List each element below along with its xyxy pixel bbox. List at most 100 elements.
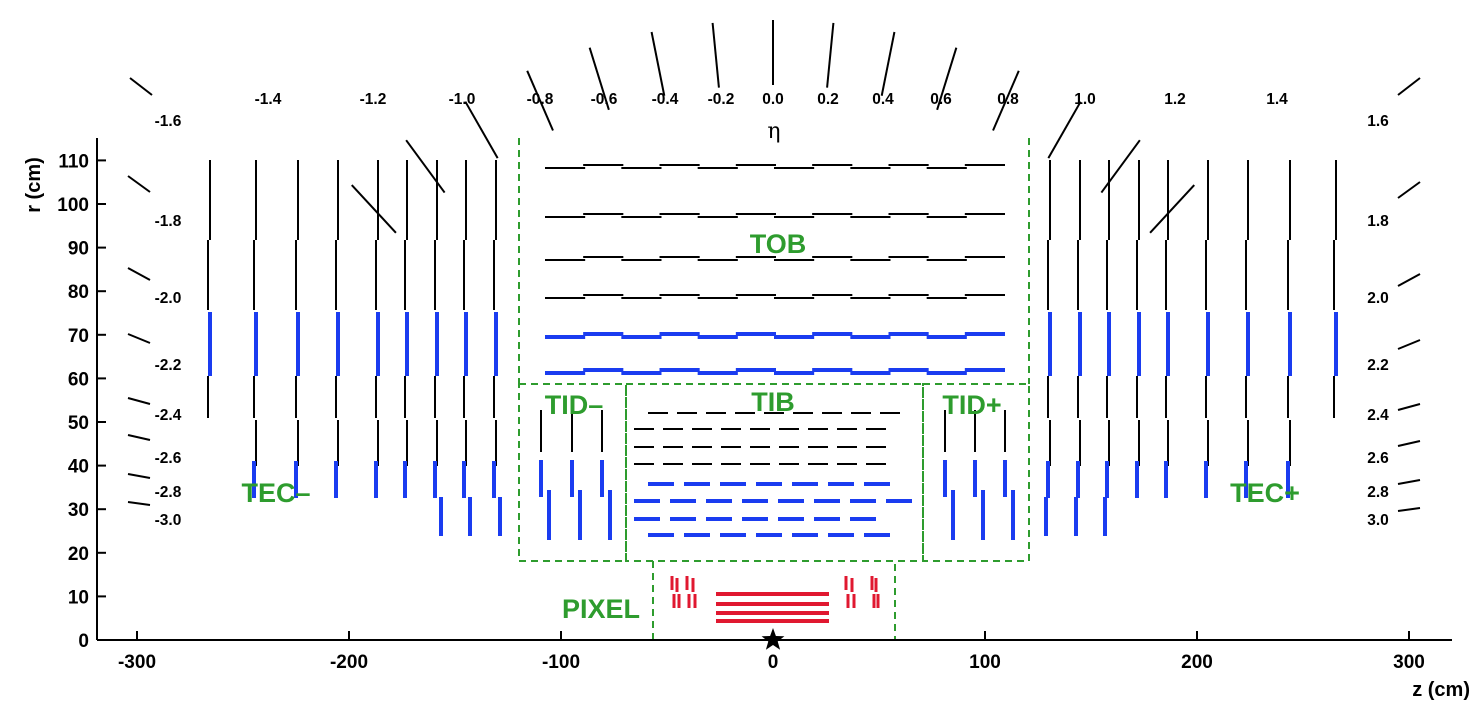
interaction-point-star-icon — [761, 628, 785, 650]
eta-line — [1397, 181, 1421, 199]
eta-line — [1397, 479, 1421, 485]
eta-line — [1100, 139, 1141, 194]
eta-top-label: -0.8 — [527, 91, 554, 108]
eta-lines — [127, 20, 1421, 512]
eta-left-label: -2.8 — [155, 484, 182, 501]
eta-top-label: 0.0 — [762, 91, 784, 108]
y-tick-label: 0 — [78, 631, 89, 652]
eta-line — [127, 333, 151, 344]
eta-right-label: 1.8 — [1367, 213, 1389, 230]
y-tick-label: 90 — [68, 239, 89, 260]
eta-line — [992, 70, 1020, 131]
eta-top-label: 1.0 — [1074, 91, 1096, 108]
eta-left-label: -2.6 — [155, 450, 182, 467]
region-boxes — [518, 138, 1030, 640]
eta-line — [711, 22, 720, 88]
x-tick-label: 300 — [1393, 652, 1425, 673]
eta-left-label: -2.4 — [155, 407, 182, 424]
eta-right-label: 2.8 — [1367, 484, 1389, 501]
eta-top-label: 1.2 — [1164, 91, 1186, 108]
tob-label: TOB — [750, 229, 807, 259]
y-tick-label: 110 — [58, 151, 89, 172]
y-tick-label: 70 — [68, 326, 89, 347]
eta-right-label: 2.0 — [1367, 290, 1389, 307]
x-tick-label: -200 — [330, 652, 368, 673]
y-tick-label: 80 — [68, 282, 89, 303]
tib-box — [625, 383, 924, 562]
eta-right-label: 3.0 — [1367, 512, 1389, 529]
eta-left-label: -1.8 — [155, 213, 182, 230]
eta-line — [127, 501, 151, 506]
tid-minus-box — [518, 383, 627, 562]
y-tick-label: 50 — [68, 413, 89, 434]
eta-line — [127, 473, 151, 479]
x-axis-ticks: -300 -200 -100 0 100 200 300 — [118, 631, 1425, 673]
eta-line — [588, 47, 610, 111]
eta-line — [1047, 101, 1082, 159]
tid-plus-label: TID+ — [942, 390, 1001, 420]
pixel-label: PIXEL — [562, 594, 640, 624]
pixel-box — [652, 560, 896, 640]
y-tick-label: 100 — [57, 195, 89, 216]
eta-right-label: 2.6 — [1367, 450, 1389, 467]
x-axis-title: z (cm) — [1412, 679, 1470, 701]
eta-top-label: 0.8 — [997, 91, 1019, 108]
tracker-modules — [207, 160, 1338, 623]
eta-top-label: -0.6 — [591, 91, 618, 108]
eta-line — [1397, 440, 1421, 447]
eta-line — [127, 175, 151, 193]
eta-line — [650, 31, 666, 96]
eta-right-label: 2.2 — [1367, 357, 1389, 374]
eta-line — [127, 434, 151, 441]
eta-axis-title: η — [767, 119, 780, 144]
eta-right-label: 2.4 — [1367, 407, 1389, 424]
eta-top-label: 1.4 — [1266, 91, 1288, 108]
tid-plus-box — [922, 383, 1030, 562]
eta-left-labels: -1.6 -1.8 -2.0 -2.2 -2.4 -2.6 -2.8 -3.0 — [155, 113, 182, 529]
eta-left-label: -2.2 — [155, 357, 182, 374]
y-axis-ticks: 0 10 20 30 40 50 60 70 80 90 100 110 — [57, 151, 106, 652]
eta-left-label: -2.0 — [155, 290, 182, 307]
x-tick-label: 0 — [768, 652, 779, 673]
eta-line — [464, 101, 499, 159]
y-tick-label: 10 — [68, 587, 89, 608]
eta-top-label: 0.6 — [930, 91, 952, 108]
eta-line — [127, 267, 151, 281]
x-tick-label: 100 — [969, 652, 1001, 673]
eta-line — [1397, 403, 1421, 411]
eta-top-label: -0.2 — [708, 91, 735, 108]
eta-right-labels: 1.6 1.8 2.0 2.2 2.4 2.6 2.8 3.0 — [1367, 113, 1389, 529]
eta-top-label: -1.0 — [449, 91, 476, 108]
tid-minus-label: TID– — [545, 390, 604, 420]
x-tick-label: -100 — [542, 652, 580, 673]
eta-line — [1397, 273, 1421, 287]
y-tick-label: 60 — [68, 369, 89, 390]
eta-left-label: -3.0 — [155, 512, 182, 529]
eta-line — [1397, 507, 1421, 512]
eta-left-label: -1.6 — [155, 113, 182, 130]
y-tick-label: 30 — [68, 500, 89, 521]
eta-line — [127, 397, 151, 405]
y-tick-label: 40 — [68, 457, 89, 478]
eta-line — [526, 70, 554, 131]
eta-top-label: 0.4 — [872, 91, 894, 108]
eta-top-labels: -1.4 -1.2 -1.0 -0.8 -0.6 -0.4 -0.2 0.0 0.2 0.4 0.6… — [255, 91, 1289, 108]
eta-line — [826, 22, 835, 88]
eta-line — [1397, 77, 1421, 96]
x-tick-label: -300 — [118, 652, 156, 673]
eta-top-label: -1.4 — [255, 91, 282, 108]
eta-line — [880, 31, 896, 96]
y-tick-label: 20 — [68, 544, 89, 565]
eta-line — [351, 184, 397, 234]
eta-line — [1149, 184, 1195, 234]
eta-right-label: 1.6 — [1367, 113, 1389, 130]
eta-line — [936, 47, 958, 111]
eta-line — [1397, 339, 1421, 350]
eta-line — [129, 77, 153, 96]
x-tick-label: 200 — [1181, 652, 1213, 673]
eta-top-label: 0.2 — [817, 91, 839, 108]
eta-top-label: -1.2 — [360, 91, 387, 108]
y-axis-title: r (cm) — [23, 157, 45, 213]
tec-plus-label: TEC+ — [1230, 478, 1300, 508]
